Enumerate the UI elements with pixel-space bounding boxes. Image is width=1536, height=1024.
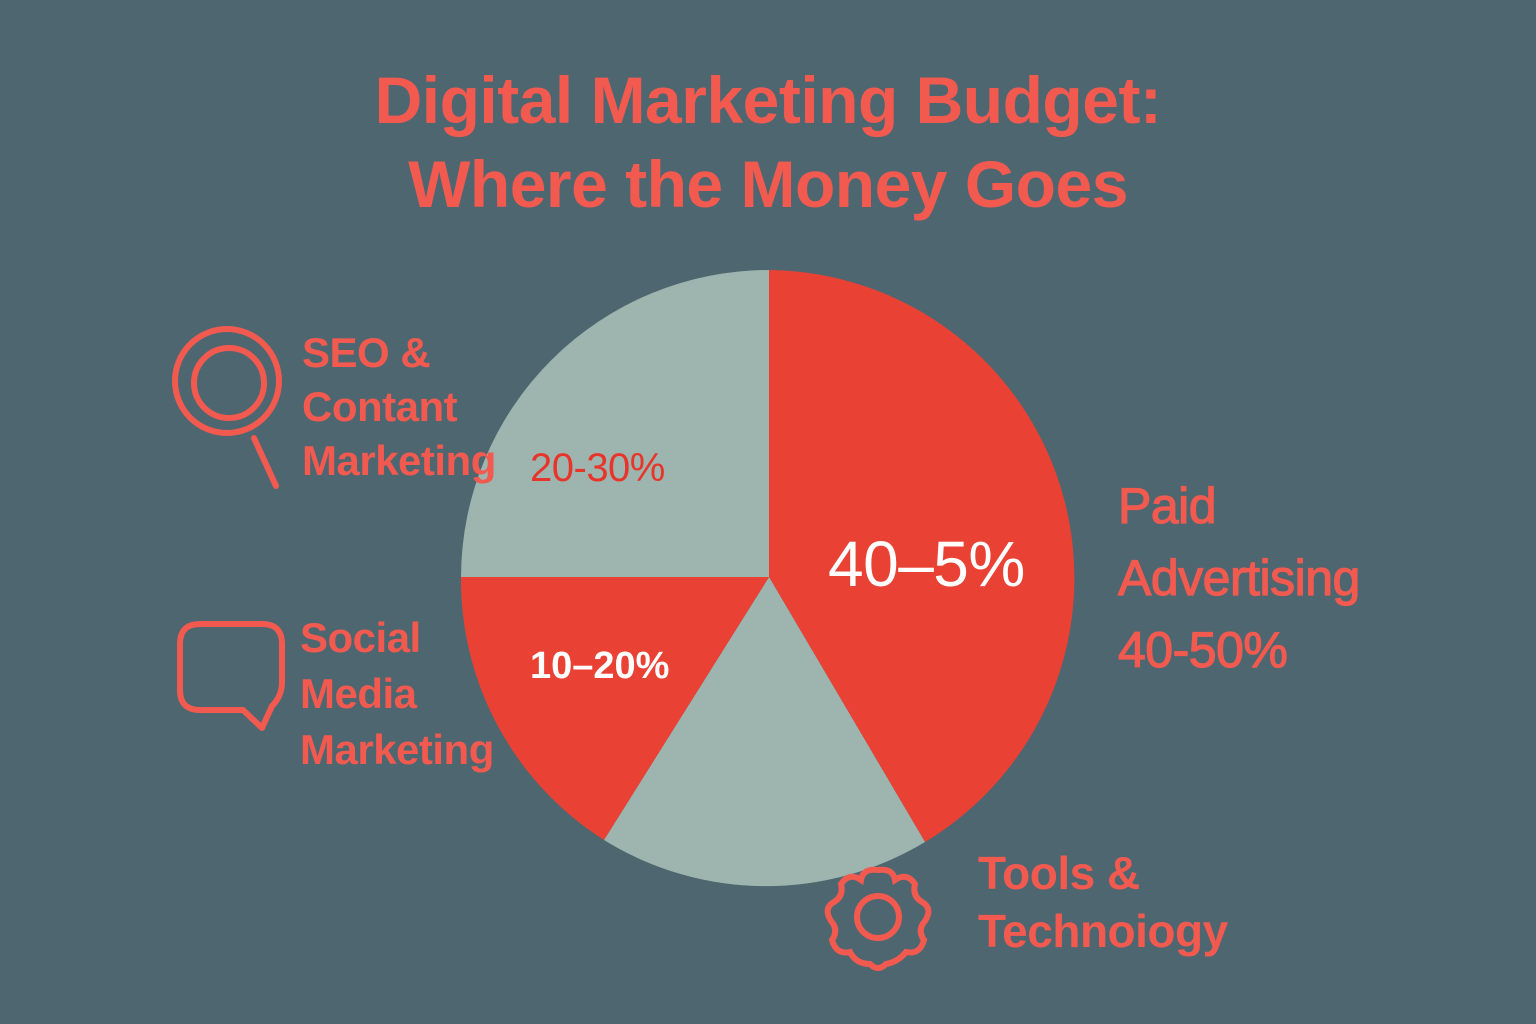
slice-seo-content [461, 270, 769, 577]
paid-label-line-2: Advertising [1117, 549, 1361, 606]
tools-label-line-1: Tools & [978, 847, 1140, 899]
label-seo-content: SEO & Contant Marketing [302, 326, 496, 488]
seo-label-line-1: SEO & [302, 329, 431, 376]
magnifier-icon [172, 326, 282, 489]
label-paid-advertising: Paid Advertising 40-50% [1117, 470, 1361, 686]
label-tools-technology: Tools & Technoiogy [978, 844, 1228, 960]
label-social-media: Social Media Marketing [300, 610, 494, 778]
gear-icon [824, 866, 932, 971]
value-paid-advertising-inner: 40–5% [828, 528, 1025, 600]
tools-label-line-2: Technoiogy [978, 905, 1228, 957]
seo-label-line-2: Contant [302, 383, 458, 430]
paid-label-range: 40-50% [1117, 621, 1288, 678]
seo-label-line-3: Marketing [302, 437, 496, 484]
speech-bubble-icon [177, 621, 285, 731]
social-label-line-2: Media [300, 670, 417, 717]
value-seo-content: 20-30% [530, 446, 665, 490]
chart-title: Digital Marketing Budget: Where the Mone… [0, 58, 1536, 226]
social-label-line-1: Social [300, 614, 421, 661]
paid-label-line-1: Paid [1117, 477, 1217, 534]
title-line-2: Where the Money Goes [408, 147, 1128, 221]
slice-tools-technology [604, 577, 925, 887]
slice-social-media [460, 577, 769, 840]
slice-paid-advertising [769, 270, 1075, 842]
value-social-media: 10–20% [530, 645, 670, 687]
social-label-line-3: Marketing [300, 726, 494, 773]
title-line-1: Digital Marketing Budget: [374, 63, 1162, 137]
